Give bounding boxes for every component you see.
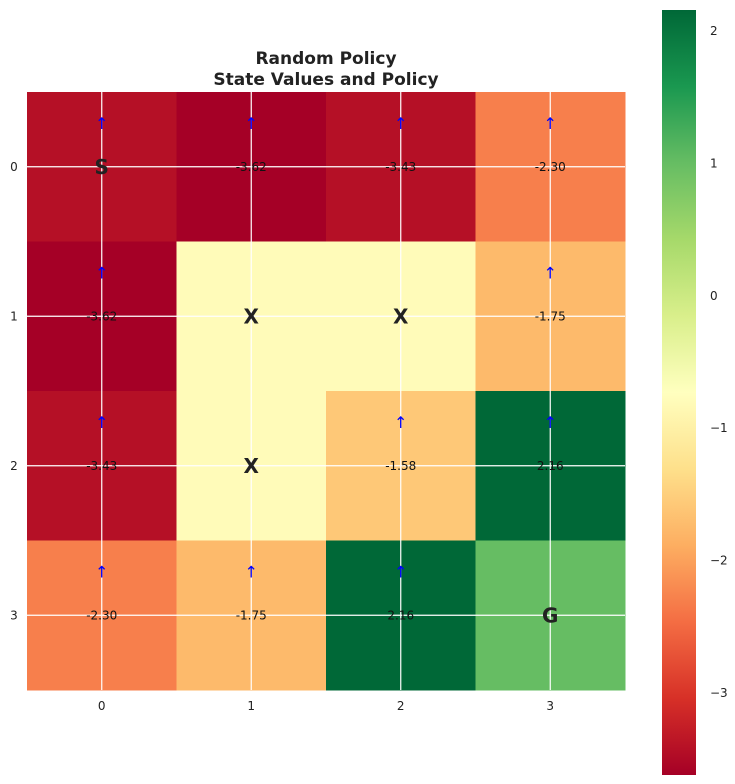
cell-marker-label: X [393, 304, 409, 328]
x-tick-label: 1 [247, 699, 255, 713]
y-tick-label: 0 [10, 160, 18, 174]
colorbar-tick-label: −2 [710, 554, 728, 568]
cell-marker-label: X [244, 304, 260, 328]
x-tick-label: 0 [98, 699, 106, 713]
policy-arrow-up-icon: ↑ [95, 263, 108, 282]
policy-arrow-up-icon: ↑ [394, 562, 407, 581]
colorbar-tick-label: −1 [710, 421, 728, 435]
policy-arrow-up-icon: ↑ [544, 413, 557, 432]
colorbar [662, 10, 696, 775]
cell-value-label: -3.62 [86, 309, 117, 323]
x-tick-label: 2 [397, 699, 405, 713]
colorbar-tick-label: 1 [710, 157, 718, 171]
colorbar-ticks: 2 1 0 −1 −2 −3 [710, 24, 728, 700]
chart-title: Random Policy [255, 49, 396, 69]
policy-arrow-up-icon: ↑ [544, 263, 557, 282]
cell-value-label: -3.43 [385, 160, 416, 174]
colorbar-tick-label: 2 [710, 24, 718, 38]
cell-value-label: -3.62 [236, 160, 267, 174]
y-axis-ticks: 0 1 2 3 [10, 160, 18, 623]
cell-value-label: -2.30 [86, 608, 117, 622]
cell-value-label: 2.16 [537, 459, 564, 473]
policy-arrow-up-icon: ↑ [95, 114, 108, 133]
cell-value-label: -1.75 [236, 608, 267, 622]
cell-value-label: 2.16 [387, 608, 414, 622]
cell-value-label: -1.58 [385, 459, 416, 473]
y-tick-label: 2 [10, 459, 18, 473]
grid-lines [27, 92, 625, 690]
cell-labels: S ↑ -3.62 ↑ -3.43 ↑ -2.30 ↑ -3.62 ↑ X X -1.75 ↑ -3.43 ↑… [86, 114, 566, 628]
cell-value-label: -2.30 [535, 160, 566, 174]
x-axis-ticks: 0 1 2 3 [98, 699, 554, 713]
heatmap-cells [27, 92, 626, 691]
colorbar-tick-label: −3 [710, 686, 728, 700]
chart-subtitle: State Values and Policy [213, 70, 438, 90]
y-tick-label: 1 [10, 309, 18, 323]
cell-marker-label: S [95, 155, 109, 179]
cell-marker-label: G [542, 603, 558, 627]
y-tick-label: 3 [10, 608, 18, 622]
policy-arrow-up-icon: ↑ [245, 114, 258, 133]
policy-arrow-up-icon: ↑ [245, 562, 258, 581]
policy-arrow-up-icon: ↑ [95, 413, 108, 432]
policy-arrow-up-icon: ↑ [394, 413, 407, 432]
policy-arrow-up-icon: ↑ [394, 114, 407, 133]
cell-marker-label: X [244, 454, 260, 478]
policy-arrow-up-icon: ↑ [95, 562, 108, 581]
cell-value-label: -1.75 [535, 309, 566, 323]
cell-value-label: -3.43 [86, 459, 117, 473]
colorbar-tick-label: 0 [710, 289, 718, 303]
policy-arrow-up-icon: ↑ [544, 114, 557, 133]
x-tick-label: 3 [546, 699, 554, 713]
